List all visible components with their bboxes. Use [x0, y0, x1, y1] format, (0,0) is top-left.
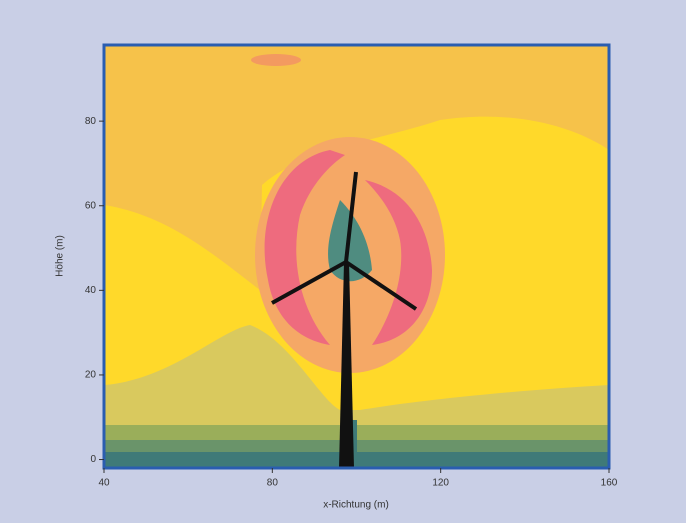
x-tick-label: 40 — [98, 478, 110, 489]
y-tick-label: 80 — [85, 116, 97, 127]
y-axis-label: Höhe (m) — [55, 235, 66, 277]
x-tick-label: 120 — [432, 478, 449, 489]
y-tick-label: 60 — [85, 200, 97, 211]
page: {"chart_data": {"type": "contour", "xlab… — [0, 0, 686, 523]
x-tick-label: 160 — [601, 478, 618, 489]
field-patch — [251, 54, 301, 66]
y-tick-label: 40 — [85, 285, 97, 296]
contour-field — [104, 45, 609, 468]
y-tick-label: 0 — [90, 454, 96, 465]
x-axis-label: x-Richtung (m) — [323, 500, 389, 511]
x-tick-label: 80 — [267, 478, 279, 489]
y-tick-label: 20 — [85, 370, 97, 381]
chart: x-Richtung (m) Höhe (m) 40 80 120 160 0 20 40 6… — [0, 0, 686, 523]
